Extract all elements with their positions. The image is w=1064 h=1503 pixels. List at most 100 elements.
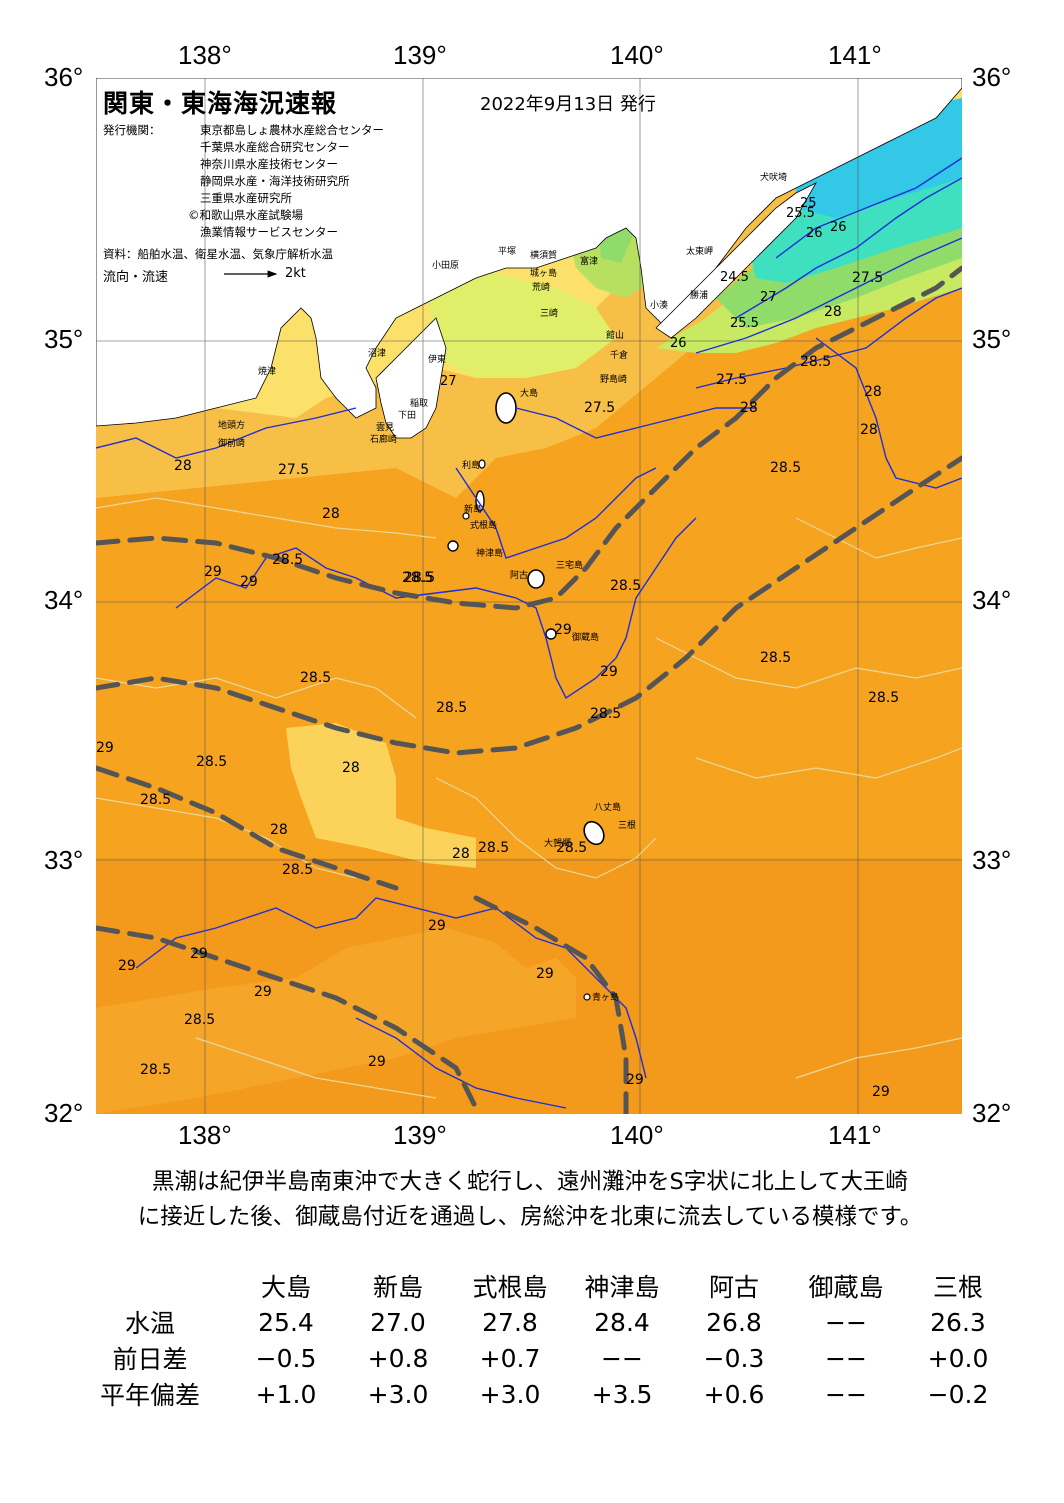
current-legend-label: 流向・流速 bbox=[103, 270, 169, 285]
place-label: 伊東 bbox=[428, 355, 447, 365]
place-label: 三根 bbox=[618, 821, 637, 831]
isotherm-label: 28.5 bbox=[556, 840, 588, 856]
land-boso bbox=[655, 182, 818, 339]
lon-label-bottom: 138° bbox=[178, 1120, 232, 1150]
isotherm-label: 29 bbox=[96, 740, 114, 756]
place-label: 御蔵島 bbox=[572, 633, 600, 643]
sea-temperature-map bbox=[96, 78, 962, 1114]
sagami-bay-area bbox=[426, 268, 616, 378]
shikinejima-island bbox=[462, 512, 470, 520]
table-cell: +0.0 bbox=[927, 1343, 989, 1373]
lat-label-left: 35° bbox=[44, 324, 84, 354]
place-label: 大島 bbox=[520, 389, 539, 399]
lat-label-left: 33° bbox=[44, 845, 84, 875]
place-label: 富津 bbox=[580, 257, 599, 267]
lat-label-left: 34° bbox=[44, 585, 84, 615]
place-label: 八丈島 bbox=[594, 803, 622, 813]
table-cell: +0.6 bbox=[703, 1379, 765, 1409]
summary-line: 黒潮は紀伊半島南東沖で大きく蛇行し、遠州灘沖をS字状に北上して大王崎 bbox=[151, 1169, 909, 1195]
table-cell: −0.3 bbox=[703, 1343, 765, 1373]
current-legend-scale: 2kt bbox=[285, 266, 306, 281]
kuroshio-axis bbox=[96, 265, 962, 1114]
table-cell: −− bbox=[601, 1343, 643, 1373]
publisher-label: 発行機関： bbox=[103, 123, 161, 137]
table-cell: −− bbox=[825, 1307, 867, 1337]
isotherm-label: 28.5 bbox=[404, 570, 436, 586]
isotherm-label: 28.5 bbox=[140, 792, 172, 808]
place-label: 犬吠埼 bbox=[760, 173, 788, 183]
miyakejima-island bbox=[527, 569, 545, 589]
place-label: 神津島 bbox=[476, 549, 504, 559]
isotherm-label: 28.5 bbox=[478, 840, 510, 856]
isotherm-label: 28 bbox=[824, 304, 842, 320]
island-temperature-table: 大島 新島 式根島 神津島 阿古 御蔵島 三根 水温 25.4 27.0 27.… bbox=[70, 1268, 1014, 1412]
isotherm-label: 29 bbox=[204, 564, 222, 580]
lat-lon-grid bbox=[96, 78, 962, 1114]
isotherm-label: 28.5 bbox=[196, 754, 228, 770]
isotherm-label: 28 bbox=[864, 384, 882, 400]
place-label: 沼津 bbox=[368, 349, 387, 359]
row-label: 前日差 bbox=[112, 1345, 188, 1374]
table-cell: −0.5 bbox=[255, 1343, 317, 1373]
isotherm-label: 28 bbox=[270, 822, 288, 838]
summary-text: 黒潮は紀伊半島南東沖で大きく蛇行し、遠州灘沖をS字状に北上して大王崎 に接近した… bbox=[50, 1165, 1010, 1235]
sea-area-28-south bbox=[96, 928, 576, 1114]
isotherm-label: 29 bbox=[626, 1072, 644, 1088]
isotherm-label: 28 bbox=[174, 458, 192, 474]
land-honshu bbox=[96, 78, 962, 427]
map-title: 関東・東海海況速報 bbox=[103, 89, 338, 118]
place-label: 三宅島 bbox=[556, 561, 584, 571]
place-label: 小田原 bbox=[432, 261, 460, 271]
publisher-list: 東京都島しょ農林水産総合センター 千葉県水産総合研究センター 神奈川県水産技術セ… bbox=[188, 122, 384, 241]
row-label: 水温 bbox=[124, 1309, 175, 1338]
isotherm-label: 28.5 bbox=[300, 670, 332, 686]
column-header: 大島 bbox=[260, 1273, 311, 1302]
place-label: 焼津 bbox=[258, 367, 277, 377]
lon-label-top: 141° bbox=[828, 40, 882, 70]
isotherm-label: 29 bbox=[240, 574, 258, 590]
lat-label-right: 32° bbox=[972, 1098, 1012, 1128]
lon-label-top: 138° bbox=[178, 40, 232, 70]
oshima-island bbox=[495, 392, 517, 424]
isotherm-label: 25 bbox=[800, 196, 817, 211]
isotherm-label: 28.5 bbox=[760, 650, 792, 666]
place-label: 荒崎 bbox=[532, 283, 551, 293]
isotherm-label: 28.5 bbox=[610, 578, 642, 594]
isotherm-label: 25.5 bbox=[786, 206, 815, 221]
place-label: 城ヶ島 bbox=[530, 269, 558, 279]
isotherm-label: 28.5 bbox=[590, 706, 622, 722]
place-label: 小湊 bbox=[650, 301, 669, 311]
isotherm-label: 28.5 bbox=[436, 700, 468, 716]
place-label: 下田 bbox=[398, 411, 417, 421]
isotherm-label: 29 bbox=[428, 918, 446, 934]
lat-label-right: 34° bbox=[972, 585, 1012, 615]
aogashima-island bbox=[583, 993, 591, 1001]
table-cell: +0.7 bbox=[479, 1343, 541, 1373]
place-label: 地頭方 bbox=[218, 421, 246, 431]
table-row: 水温 25.4 27.0 27.8 28.4 26.8 −− 26.3 bbox=[70, 1304, 1014, 1340]
isotherm-label: 29 bbox=[600, 664, 618, 680]
isotherm-label: 29 bbox=[118, 958, 136, 974]
table-cell: −0.2 bbox=[927, 1379, 989, 1409]
publisher-item: 静岡県水産・海洋技術研究所 bbox=[200, 174, 350, 188]
sea-area-22 bbox=[796, 98, 962, 218]
place-label: 三崎 bbox=[540, 309, 559, 319]
publisher-item: ©和歌山県水産試験場 bbox=[188, 208, 303, 222]
isotherm-label: 28 bbox=[452, 846, 470, 862]
place-label: 新島 bbox=[464, 505, 483, 515]
table-cell: +1.0 bbox=[255, 1379, 317, 1409]
isotherm-label: 29 bbox=[368, 1054, 386, 1070]
place-label: 千倉 bbox=[610, 351, 629, 361]
isotherm-label: 26 bbox=[670, 336, 687, 351]
publisher-item: 漁業情報サービスセンター bbox=[200, 225, 338, 239]
isotherm-label: 28.5 bbox=[272, 552, 304, 568]
issue-date: 2022年9月13日 発行 bbox=[480, 94, 656, 115]
table-cell: 26.8 bbox=[706, 1307, 762, 1337]
isotherm-label: 26 bbox=[830, 220, 847, 235]
lon-label-top: 140° bbox=[610, 40, 664, 70]
isotherms-minor bbox=[96, 497, 962, 1099]
place-label: 青ヶ島 bbox=[592, 993, 620, 1003]
table-cell: 28.4 bbox=[594, 1307, 650, 1337]
table-cell: 26.3 bbox=[930, 1307, 986, 1337]
table-cell: +3.0 bbox=[479, 1379, 541, 1409]
